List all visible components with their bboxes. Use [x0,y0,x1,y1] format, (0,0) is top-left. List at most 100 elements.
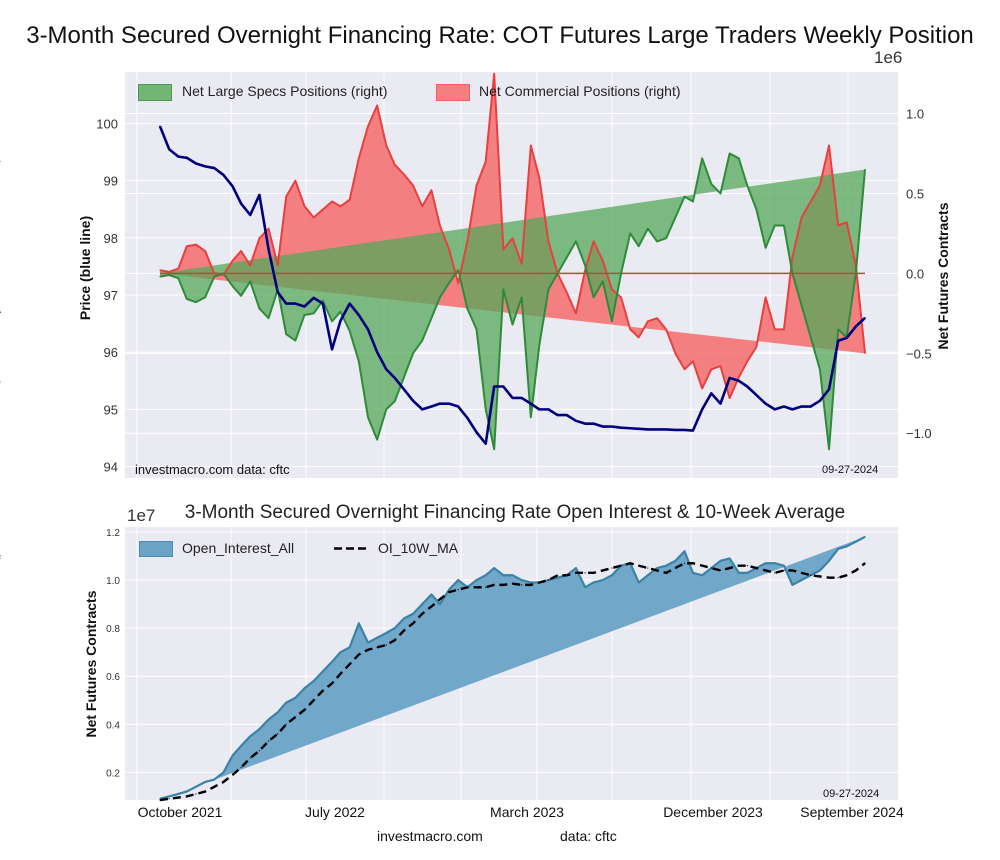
open-interest-point [349,646,351,648]
commercial-point [864,352,866,354]
commercial-point [656,317,658,319]
specs-point [774,224,776,227]
commercial-point [258,237,261,239]
commercial-point [267,228,270,230]
right-axis-multiplier: 1e6 [874,48,903,67]
specs-point [791,272,793,275]
price-point [783,405,785,408]
open-interest-point [232,754,234,757]
ma-point [764,569,767,572]
commercial-point [421,205,423,207]
commercial-point [828,144,830,147]
ma-point [647,567,649,569]
commercial-point [294,180,296,182]
ma-point [195,793,197,795]
commercial-point [249,264,251,267]
price-point [556,414,559,416]
left-axis-tick-label: 95 [104,402,118,417]
ma-point [457,589,459,591]
price-point [575,420,577,422]
open-interest-point [764,562,767,564]
price-point [267,248,270,251]
x-axis-tick-label: September 2024 [800,804,904,820]
right-axis-tick-label: 1.0 [906,107,924,122]
specs-point [547,288,550,290]
specs-point [783,224,785,227]
price-point [322,302,324,305]
price-point [430,405,433,408]
ma-point [638,565,640,567]
commercial-point [611,288,613,290]
x-axis-tick-label: March 2023 [490,804,564,820]
commercial-point [566,291,568,294]
price-point [185,156,188,159]
top-watermark-date: 09-27-2024 [822,464,879,476]
commercial-point [521,263,523,265]
ma-point [683,562,686,564]
price-point [764,402,767,405]
ma-point [846,574,848,576]
specs-point [864,168,866,171]
commercial-point [195,244,197,246]
oi-axis-tick-label: 1.2 [106,528,120,539]
commercial-point [557,272,559,275]
price-point [719,402,722,405]
commercial-point [412,184,414,187]
price-point [204,165,206,168]
price-point [601,425,604,428]
specs-point [168,274,170,276]
open-interest-point [746,572,748,574]
price-point [412,400,414,402]
price-point [637,428,640,430]
commercial-point [339,205,342,207]
oi-axis-tick-label: 0.6 [106,672,120,683]
open-interest-point [819,569,821,572]
open-interest-point [322,670,324,673]
commercial-point [638,336,640,338]
open-interest-point [358,622,360,624]
ma-point [729,567,731,569]
ma-point [358,653,360,656]
specs-point [367,416,369,418]
price-point [584,422,586,425]
commercial-point [439,224,441,227]
ma-point [493,584,495,586]
left-axis-tick-label: 97 [104,288,118,303]
oi-axis-tick-label: 0.8 [106,624,120,635]
commercial-point [701,387,703,390]
price-point [746,385,749,388]
ma-point [783,569,785,572]
price-point [837,339,840,342]
specs-point [530,416,532,418]
price-point [0,311,1,313]
ma-point [828,577,830,579]
open-interest-point [448,589,450,591]
specs-point [430,317,433,319]
ma-point [810,574,812,576]
ma-point [819,575,821,578]
specs-point [828,448,830,450]
oi-axis-tick-label: 1.0 [106,576,120,587]
price-point [168,148,170,150]
ma-point [692,562,694,564]
open-interest-point [602,579,604,581]
commercial-point [213,272,215,275]
ma-point [800,572,803,574]
open-interest-point [774,562,776,564]
price-point [348,302,351,305]
open-interest-point [339,651,342,653]
price-point [728,377,731,379]
ma-point [538,581,540,584]
commercial-point [575,312,577,314]
open-interest-point [285,702,287,704]
ma-point [557,574,559,576]
specs-point [819,368,821,370]
open-interest-point [204,781,206,783]
commercial-point [764,296,767,298]
commercial-point [349,199,351,201]
left-axis-tick-label: 96 [104,345,118,360]
commercial-point [602,260,604,262]
commercial-point [475,184,478,187]
open-interest-point [584,586,586,588]
specs-point [267,317,270,319]
